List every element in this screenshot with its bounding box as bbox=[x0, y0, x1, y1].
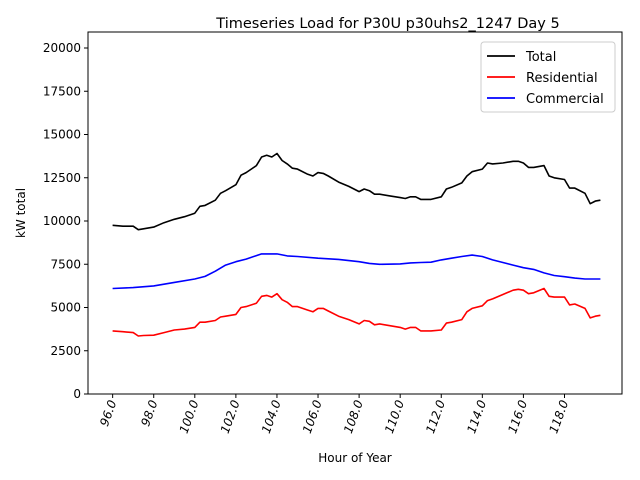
y-tick-label: 17500 bbox=[43, 84, 81, 98]
y-tick-label: 0 bbox=[73, 387, 81, 401]
legend-label-residential: Residential bbox=[526, 71, 598, 86]
axes-frame bbox=[87, 31, 623, 395]
y-tick-label: 12500 bbox=[43, 171, 81, 185]
series-line-commercial bbox=[112, 253, 601, 290]
y-tick-label: 10000 bbox=[43, 214, 81, 228]
legend-label-total: Total bbox=[525, 50, 556, 65]
y-tick-label: 7500 bbox=[50, 257, 81, 271]
series-line-residential bbox=[112, 287, 601, 337]
y-tick-label: 20000 bbox=[43, 41, 81, 55]
y-tick-label: 15000 bbox=[43, 128, 81, 142]
legend-box bbox=[480, 41, 616, 113]
y-tick-label: 2500 bbox=[50, 344, 81, 358]
legend: Total Residential Commercial bbox=[480, 41, 616, 113]
legend-label-commercial: Commercial bbox=[526, 92, 604, 107]
x-axis-label: Hour of Year bbox=[318, 451, 392, 465]
y-axis-label: kW total bbox=[14, 188, 28, 238]
y-tick-label: 5000 bbox=[50, 301, 81, 315]
chart-title: Timeseries Load for P30U p30uhs2_1247 Da… bbox=[215, 16, 559, 32]
series-line-total bbox=[112, 152, 601, 231]
